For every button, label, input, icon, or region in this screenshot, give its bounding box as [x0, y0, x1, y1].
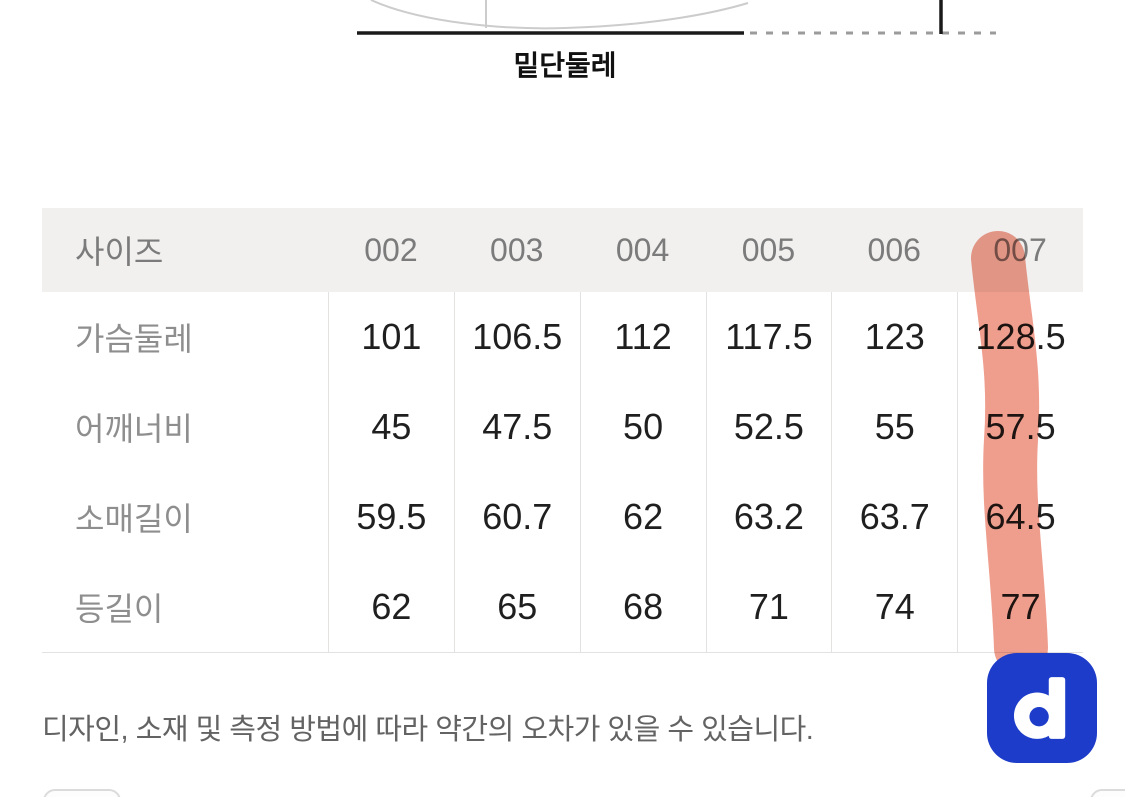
sleeve-002: 59.5 [328, 472, 454, 562]
sleeve-006: 63.7 [831, 472, 957, 562]
back-005: 71 [705, 562, 832, 652]
hem-diagram [357, 0, 996, 35]
size-header-cell: 사이즈 [42, 208, 328, 292]
chest-004: 112 [579, 292, 706, 382]
size-column-header-007: 007 [957, 208, 1083, 292]
sleeve-005: 63.2 [705, 472, 832, 562]
size-column-header-002: 002 [328, 208, 454, 292]
chest-003: 106.5 [453, 292, 580, 382]
row-label-back-length: 등길이 [75, 591, 164, 627]
note-text: 디자인, 소재 및 측정 방법에 따라 약간의 오차가 있을 수 있습니다. [42, 714, 814, 746]
size-table: 사이즈 002 003 004 005 006 007 가슴둘레 101 106… [42, 208, 1083, 653]
bottom-right-chip[interactable] [1090, 789, 1125, 797]
sleeve-003: 60.7 [453, 472, 580, 562]
sleeve-007: 64.5 [957, 472, 1083, 562]
floating-d-button[interactable] [987, 653, 1097, 763]
shoulder-004: 50 [579, 382, 706, 472]
size-column-header-004: 004 [579, 208, 706, 292]
row-label-shoulder: 어깨너비 [75, 411, 193, 447]
hem-label: 밑단둘레 [513, 50, 617, 81]
chest-007: 128.5 [957, 292, 1083, 382]
back-003: 65 [453, 562, 580, 652]
chest-006: 123 [831, 292, 957, 382]
size-column-header-003: 003 [453, 208, 580, 292]
back-007: 77 [957, 562, 1083, 652]
size-column-header-006: 006 [831, 208, 958, 292]
chest-002: 101 [328, 292, 454, 382]
d-logo-icon [1013, 677, 1066, 739]
back-004: 68 [579, 562, 706, 652]
shoulder-002: 45 [328, 382, 454, 472]
row-label-sleeve: 소매길이 [75, 501, 193, 537]
shoulder-003: 47.5 [453, 382, 580, 472]
back-006: 74 [831, 562, 957, 652]
row-label-chest: 가슴둘레 [75, 321, 193, 357]
size-column-header-005: 005 [705, 208, 832, 292]
back-002: 62 [328, 562, 454, 652]
sleeve-004: 62 [579, 472, 706, 562]
bottom-left-chip[interactable] [43, 789, 121, 797]
shoulder-006: 55 [831, 382, 957, 472]
shoulder-007: 57.5 [957, 382, 1083, 472]
hem-curve [370, 0, 749, 30]
shoulder-005: 52.5 [705, 382, 832, 472]
chest-005: 117.5 [705, 292, 832, 382]
